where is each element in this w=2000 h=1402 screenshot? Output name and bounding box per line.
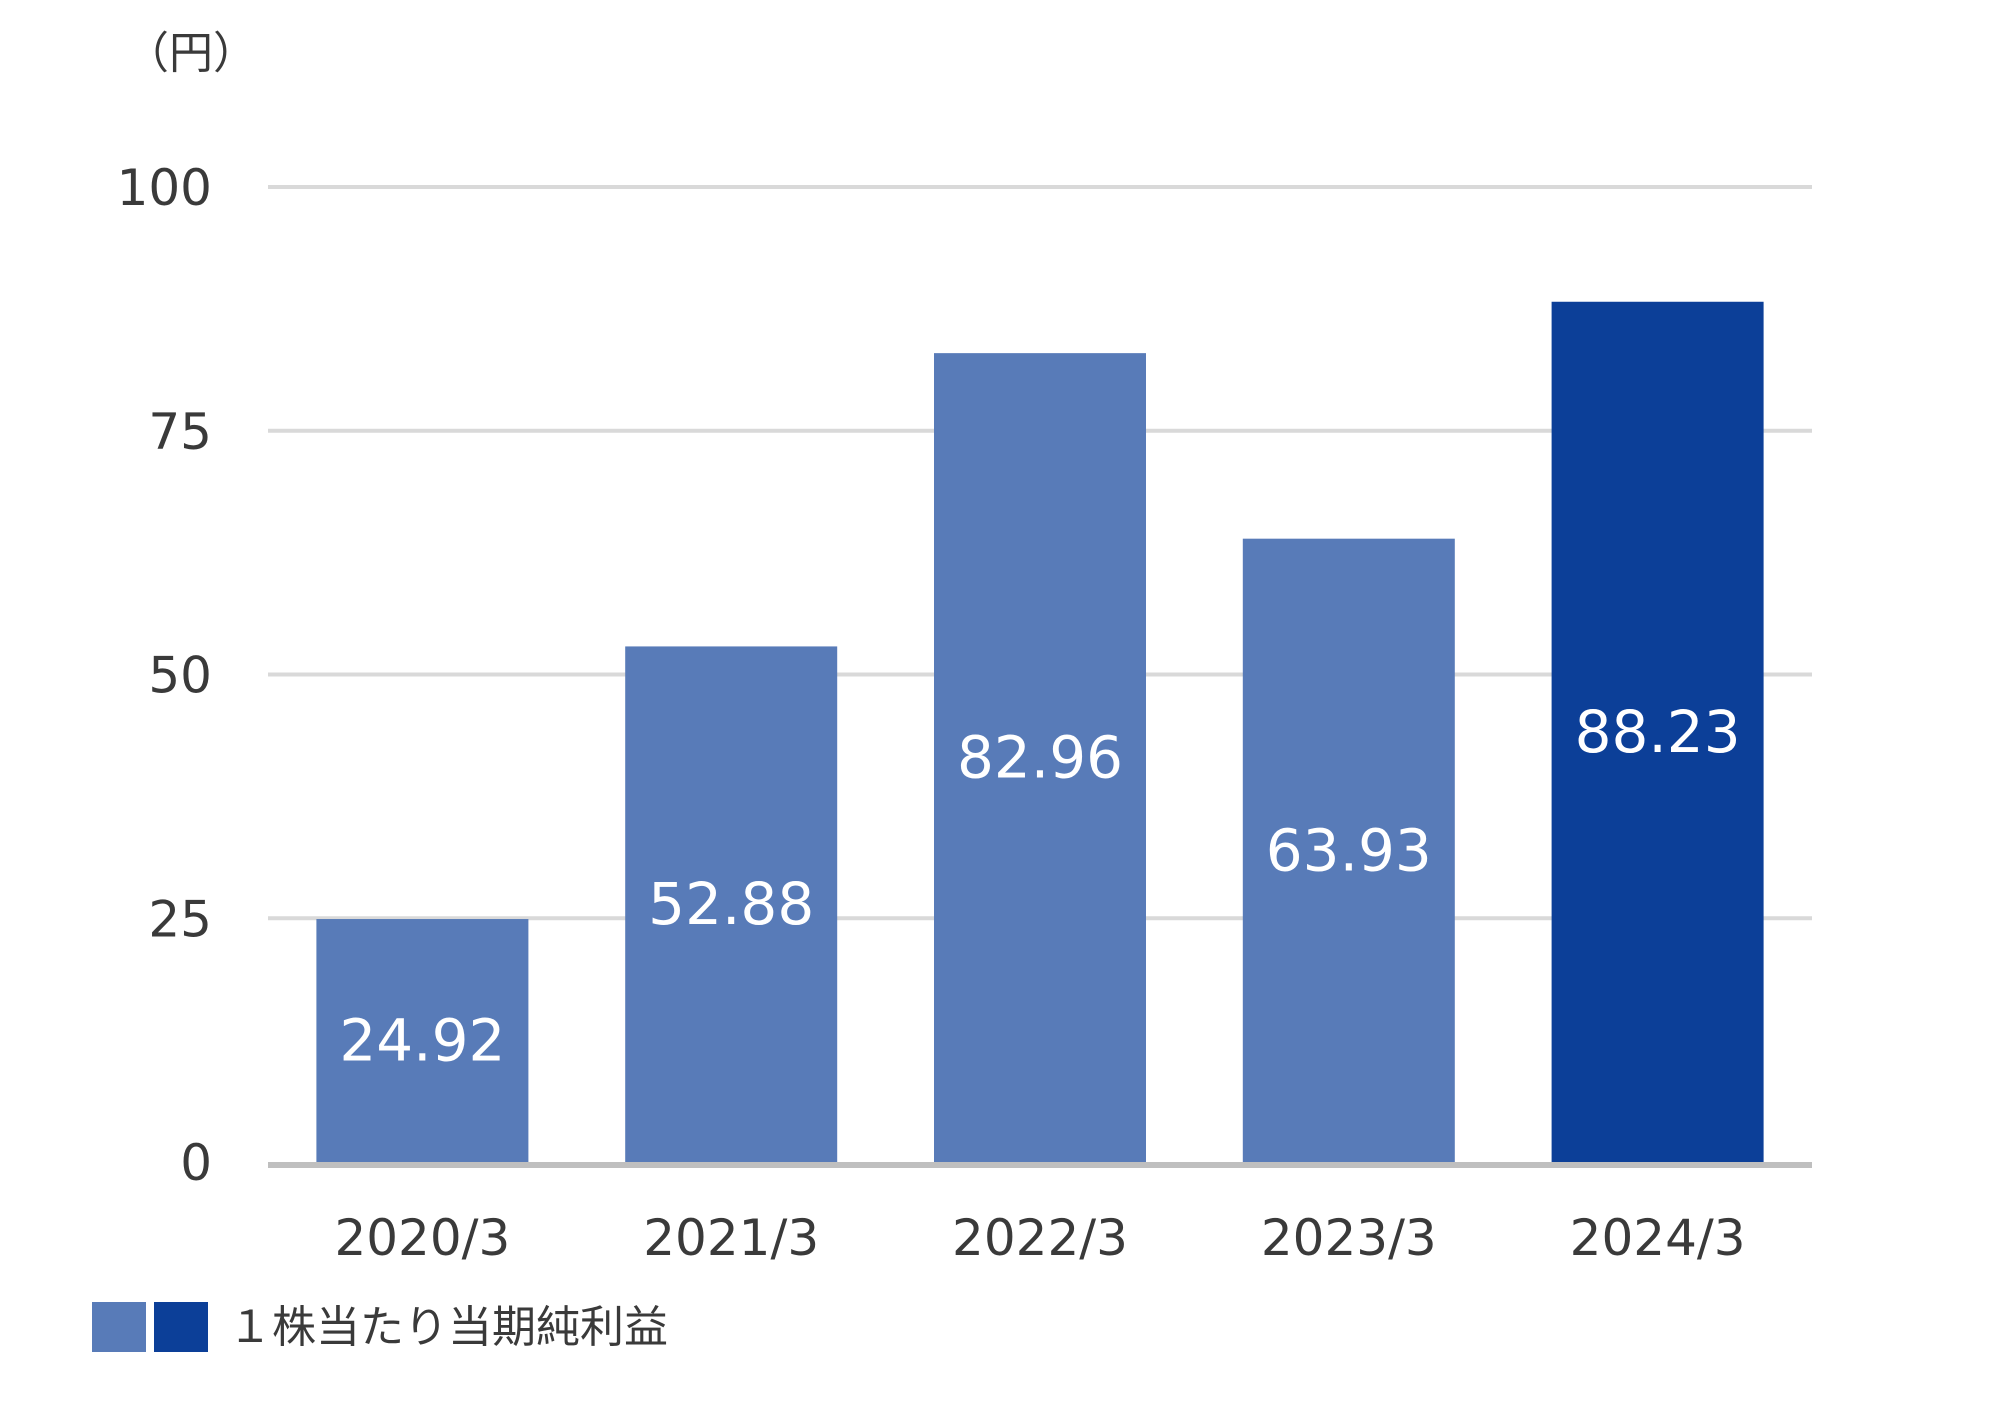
y-tick-label-75: 75 <box>148 403 212 461</box>
y-tick-label-0: 0 <box>180 1134 212 1192</box>
bar-2023/3 <box>1242 538 1455 1162</box>
bars: 24.92 52.88 82.96 63.93 88.23 <box>316 301 1764 1162</box>
y-tick-label-100: 100 <box>117 159 212 217</box>
x-axis-ticks: 2020/3 2021/3 2022/3 2023/3 2024/3 <box>334 1209 1745 1267</box>
legend: １株当たり当期純利益 <box>92 1302 668 1353</box>
legend-swatch-dark <box>154 1302 208 1352</box>
bar-2020/3 <box>316 919 529 1162</box>
bar-value-label-2021/3: 52.88 <box>648 870 814 938</box>
bar-2021/3 <box>625 646 838 1162</box>
legend-swatch-light <box>92 1302 146 1352</box>
y-axis-unit-label: （円） <box>125 28 257 79</box>
y-tick-label-50: 50 <box>148 647 212 705</box>
x-tick-label-2021/3: 2021/3 <box>643 1209 819 1267</box>
x-tick-label-2020/3: 2020/3 <box>334 1209 510 1267</box>
bar-value-label-2022/3: 82.96 <box>957 724 1123 792</box>
x-tick-label-2023/3: 2023/3 <box>1261 1209 1437 1267</box>
y-axis-ticks: 0 25 50 75 100 <box>117 159 212 1192</box>
x-tick-label-2022/3: 2022/3 <box>952 1209 1128 1267</box>
x-tick-label-2024/3: 2024/3 <box>1570 1209 1746 1267</box>
y-tick-label-25: 25 <box>148 890 212 948</box>
bar-value-label-2020/3: 24.92 <box>339 1007 505 1075</box>
bar-value-label-2024/3: 88.23 <box>1575 698 1741 766</box>
bar-2022/3 <box>934 353 1146 1162</box>
bar-value-label-2023/3: 63.93 <box>1266 816 1432 884</box>
legend-label: １株当たり当期純利益 <box>228 1302 668 1353</box>
bar-2024/3 <box>1551 301 1764 1162</box>
